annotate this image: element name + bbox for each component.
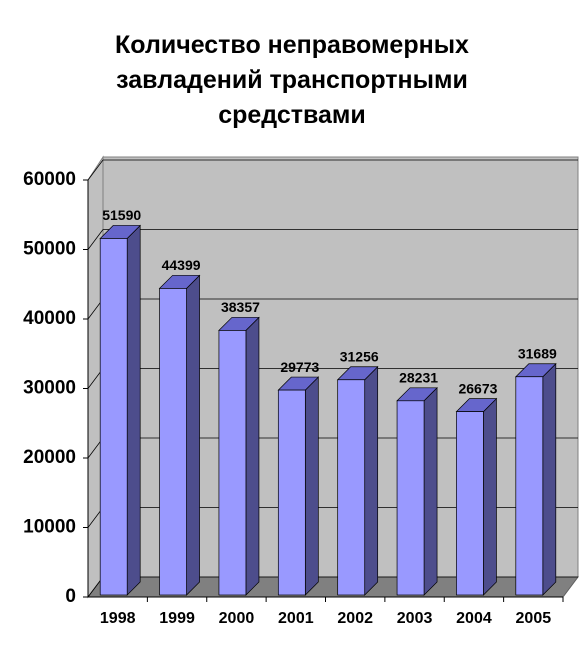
x-tick-label: 2004	[456, 610, 492, 627]
value-label: 29773	[280, 359, 319, 375]
y-tick-label: 10000	[23, 517, 76, 538]
chart-title: Количество неправомерных завладений тран…	[115, 31, 469, 129]
bar-side	[364, 365, 379, 596]
bar-side	[126, 224, 141, 596]
bar	[396, 400, 425, 596]
bar	[277, 389, 306, 596]
x-tick-label: 2005	[516, 610, 552, 627]
bar	[99, 238, 128, 596]
y-tick-label: 50000	[23, 239, 76, 260]
bar	[159, 288, 187, 596]
bar-side	[542, 362, 557, 596]
bar-side	[245, 316, 260, 596]
value-label: 38357	[221, 299, 260, 315]
value-label: 31689	[518, 345, 557, 361]
bar-side	[423, 386, 438, 596]
y-tick-label: 30000	[23, 378, 76, 399]
value-label: 44399	[162, 257, 201, 273]
value-label: 28231	[399, 369, 438, 385]
value-label: 31256	[340, 348, 379, 364]
x-tick-label: 2002	[337, 610, 373, 627]
grid-line	[87, 229, 104, 250]
grid-line	[87, 159, 104, 181]
bar	[456, 411, 484, 596]
x-tick-label: 2000	[219, 610, 255, 627]
y-tick-label: 40000	[23, 308, 76, 329]
value-label: 51590	[102, 207, 141, 223]
bar-side	[186, 274, 200, 596]
x-tick-label: 2003	[397, 610, 433, 627]
y-tick-label: 20000	[23, 447, 76, 468]
x-tick-label: 2001	[278, 610, 314, 627]
y-tick-label: 0	[65, 586, 76, 607]
bar	[218, 330, 247, 596]
bar	[337, 379, 366, 596]
y-tick-label: 60000	[23, 169, 76, 190]
x-tick-label: 1998	[100, 610, 136, 627]
bar-side	[483, 397, 497, 596]
bar	[515, 376, 544, 596]
x-tick-label: 1999	[159, 610, 195, 627]
value-label: 26673	[458, 380, 497, 396]
bar-side	[304, 376, 319, 596]
